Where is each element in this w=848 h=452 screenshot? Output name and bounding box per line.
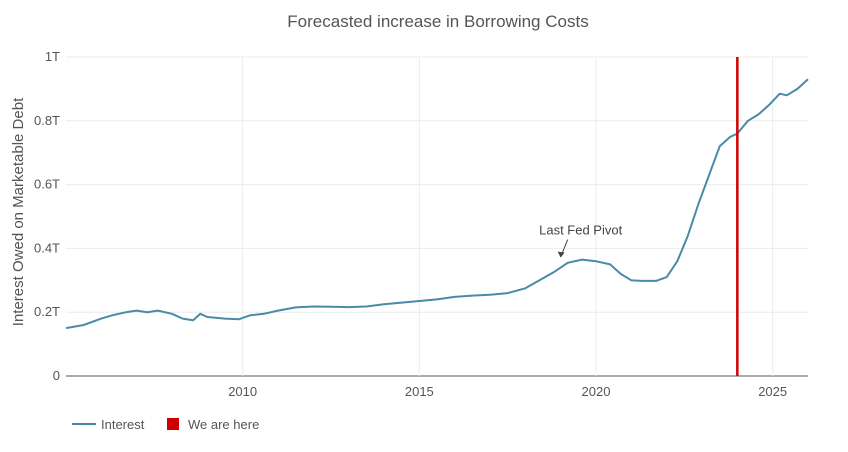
chart-title: Forecasted increase in Borrowing Costs xyxy=(287,12,588,31)
legend-label-interest: Interest xyxy=(101,417,145,432)
y-axis-ticks: 0 0.2T 0.4T 0.6T 0.8T 1T xyxy=(34,49,60,383)
x-tick-label: 2010 xyxy=(228,384,257,399)
annotation-arrow xyxy=(561,239,569,255)
annotations: Last Fed Pivot xyxy=(539,223,623,258)
plot-area xyxy=(65,57,809,376)
legend: Interest We are here xyxy=(72,417,259,432)
y-tick-label: 0.2T xyxy=(34,304,60,319)
annotation-last-fed-pivot: Last Fed Pivot xyxy=(539,223,622,238)
y-tick-label: 0.4T xyxy=(34,240,60,255)
legend-label-we-are-here: We are here xyxy=(188,417,259,432)
y-tick-label: 0 xyxy=(53,368,60,383)
x-tick-label: 2025 xyxy=(758,384,787,399)
x-tick-label: 2020 xyxy=(582,384,611,399)
legend-swatch-we-are-here xyxy=(167,418,179,430)
y-axis-label: Interest Owed on Marketable Debt xyxy=(10,97,27,326)
series-line-interest xyxy=(65,78,809,330)
y-tick-label: 0.6T xyxy=(34,177,60,192)
grid xyxy=(66,56,808,377)
annotation-arrowhead xyxy=(557,251,565,258)
y-tick-label: 0.8T xyxy=(34,113,60,128)
x-axis-ticks: 2010 2015 2020 2025 xyxy=(228,384,787,399)
y-tick-label: 1T xyxy=(45,49,60,64)
x-tick-label: 2015 xyxy=(405,384,434,399)
